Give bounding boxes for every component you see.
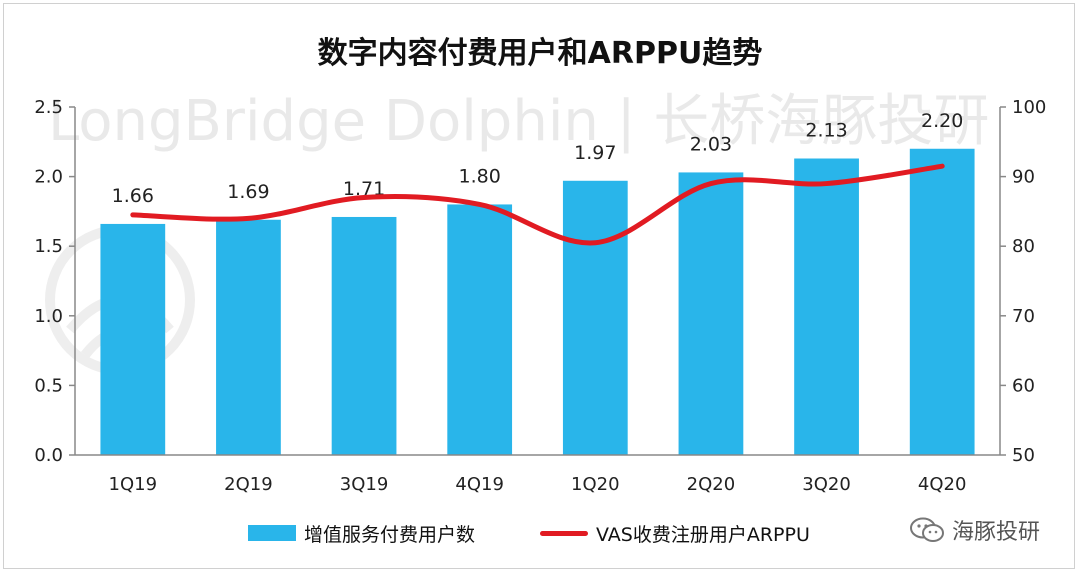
x-tick-label: 1Q20 (571, 474, 620, 495)
bar (562, 180, 628, 455)
brand-badge: 海豚投研 (910, 512, 1040, 548)
x-tick-label: 2Q20 (687, 474, 736, 495)
bar (447, 204, 513, 455)
bar-data-label: 2.13 (805, 120, 847, 142)
bar (100, 223, 166, 455)
x-tick-label: 4Q20 (918, 474, 967, 495)
bar-data-label: 1.97 (574, 142, 616, 164)
brand-name: 海豚投研 (952, 520, 1041, 545)
chart-frame (3, 3, 1075, 569)
bar (678, 172, 744, 455)
bar-data-label: 1.66 (112, 185, 154, 207)
line-series (130, 163, 945, 246)
legend-bar-label: 增值服务付费用户数 (304, 523, 476, 546)
legend-line: VAS收费注册用户ARPPU (540, 518, 810, 548)
right-tick-label: 90 (1012, 167, 1035, 188)
x-tick-label: 3Q19 (340, 474, 389, 495)
right-axis: 50 60 70 80 90 100 (999, 97, 1046, 466)
x-tick-label: 4Q19 (455, 474, 504, 495)
bar (331, 216, 397, 455)
x-tick-label: 1Q19 (109, 474, 158, 495)
left-tick-label: 2.0 (34, 167, 63, 188)
x-axis: 1Q19 2Q19 3Q19 4Q19 1Q20 2Q20 3Q20 4Q20 (75, 454, 1000, 495)
left-tick-label: 2.5 (34, 97, 63, 118)
bar (216, 219, 281, 455)
bar-data-label: 2.20 (921, 110, 963, 132)
arppu-line (130, 163, 945, 246)
bar-data-label: 1.69 (227, 181, 269, 203)
bars (100, 148, 975, 455)
wechat-icon (910, 517, 944, 542)
bar-data-label: 2.03 (690, 133, 732, 155)
left-axis: 0.0 0.5 1.0 1.5 2.0 2.5 (34, 97, 76, 466)
right-tick-label: 70 (1012, 306, 1035, 327)
right-tick-label: 80 (1012, 236, 1035, 257)
x-tick-label: 2Q19 (224, 474, 273, 495)
chart-title: 数字内容付费用户和ARPPU趋势 (317, 36, 763, 71)
x-tick-label: 3Q20 (802, 474, 851, 495)
legend-bar-swatch (248, 525, 296, 541)
left-tick-label: 1.5 (34, 236, 63, 257)
legend-line-label: VAS收费注册用户ARPPU (596, 523, 810, 546)
watermark: LongBridge Dolphin | 长桥海豚投研 (48, 89, 989, 154)
bar (909, 148, 975, 455)
right-tick-label: 100 (1012, 97, 1046, 118)
right-tick-label: 60 (1012, 375, 1035, 396)
left-tick-label: 0.0 (34, 445, 63, 466)
bar (794, 158, 859, 455)
right-tick-label: 50 (1012, 445, 1035, 466)
legend-line-swatch (540, 530, 588, 536)
left-tick-label: 1.0 (34, 306, 63, 327)
bar-data-label: 1.80 (459, 165, 501, 187)
left-tick-label: 0.5 (34, 375, 63, 396)
legend-bar: 增值服务付费用户数 (248, 518, 475, 548)
